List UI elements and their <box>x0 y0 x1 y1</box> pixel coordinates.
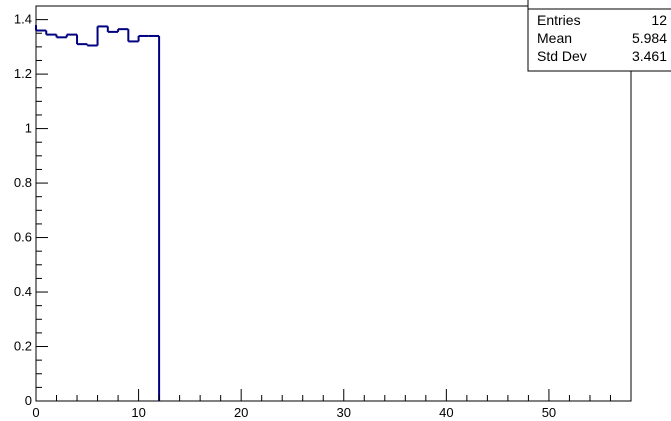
x-axis: 0 10 20 30 40 50 <box>32 389 632 420</box>
plot-area-border <box>35 5 632 402</box>
x-tick-label-1: 10 <box>131 405 145 420</box>
y-tick-label-6: 1.2 <box>14 66 32 81</box>
stats-stddev-value: 3.461 <box>632 48 667 64</box>
y-tick-label-4: 0.8 <box>14 175 32 190</box>
histogram-series <box>35 25 161 401</box>
x-tick-label-5: 50 <box>542 405 556 420</box>
stats-mean-label: Mean <box>537 30 572 46</box>
stats-entries-label: Entries <box>537 12 581 28</box>
y-tick-label-0: 0 <box>25 393 32 408</box>
x-tick-label-2: 20 <box>234 405 248 420</box>
stats-stddev-label: Std Dev <box>537 48 587 64</box>
plot-frame <box>35 5 632 402</box>
x-tick-label-3: 30 <box>337 405 351 420</box>
y-tick-label-5: 1 <box>25 121 32 136</box>
y-tick-label-1: 0.2 <box>14 339 32 354</box>
stats-mean-value: 5.984 <box>632 30 667 46</box>
stats-box-frame <box>527 0 671 72</box>
y-tick-label-3: 0.6 <box>14 230 32 245</box>
y-tick-label-2: 0.4 <box>14 284 32 299</box>
stats-box: Entries 12 Mean 5.984 Std Dev 3.461 <box>527 0 671 72</box>
y-tick-label-7: 1.4 <box>14 12 32 27</box>
x-tick-label-4: 40 <box>439 405 453 420</box>
y-axis: 0 0.2 0.4 0.6 0.8 1 1.2 1.4 <box>14 12 48 408</box>
x-tick-label-0: 0 <box>32 405 39 420</box>
stats-entries-value: 12 <box>651 12 667 28</box>
